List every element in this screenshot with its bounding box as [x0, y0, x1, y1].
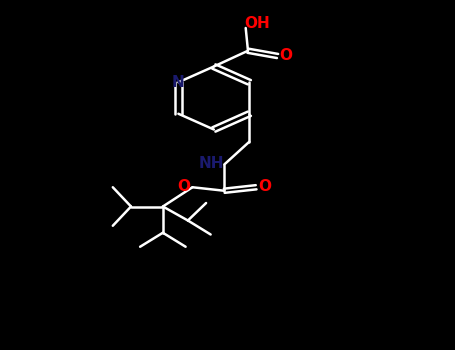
- Text: N: N: [172, 75, 185, 90]
- Text: O: O: [279, 48, 292, 63]
- Text: NH: NH: [199, 156, 224, 171]
- Text: O: O: [178, 179, 191, 194]
- Text: O: O: [258, 179, 271, 194]
- Text: OH: OH: [244, 16, 270, 31]
